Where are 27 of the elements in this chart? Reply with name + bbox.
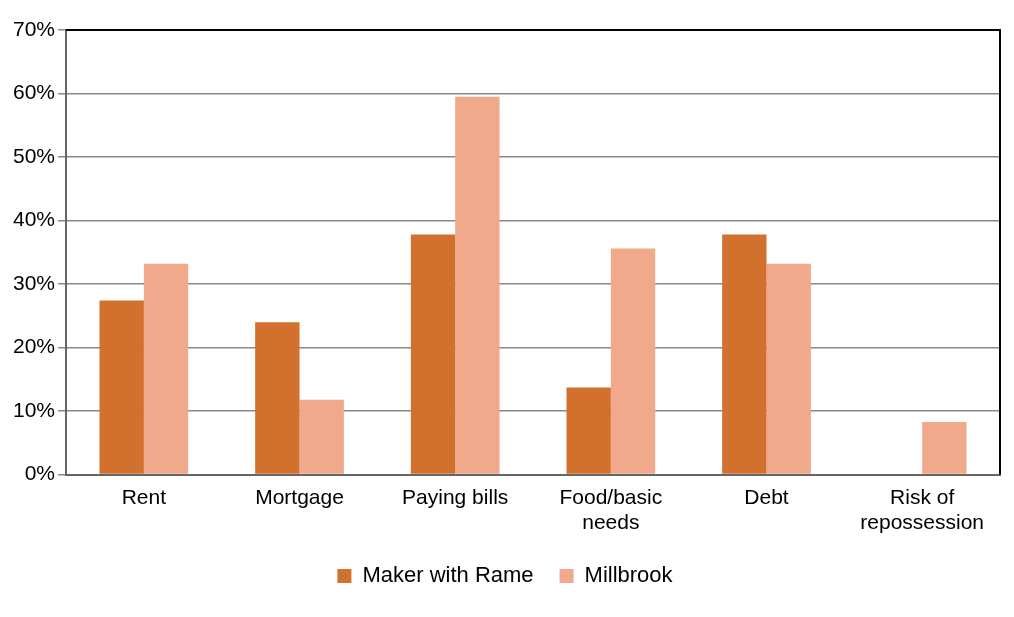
x-tick-label: Mortgage — [255, 485, 344, 508]
y-tick-label: 50% — [13, 143, 56, 167]
bar — [722, 234, 767, 474]
legend-label: Maker with Rame — [362, 562, 534, 588]
legend-label: Millbrook — [584, 562, 674, 588]
y-tick-label: 10% — [13, 397, 56, 421]
bar — [566, 387, 611, 474]
bar — [766, 263, 811, 474]
y-tick-label: 40% — [13, 207, 56, 231]
x-tick-label: Rent — [121, 485, 167, 508]
bar — [610, 248, 656, 474]
x-tick-label: Risk of repossession — [860, 485, 985, 534]
bar — [299, 399, 344, 474]
y-tick-label: 60% — [13, 80, 56, 104]
x-tick-label: Food/basic needs — [559, 485, 663, 534]
bar — [99, 300, 144, 474]
y-tick-label: 30% — [13, 270, 56, 294]
x-tick-label: Paying bills — [402, 485, 509, 508]
y-tick-label: 0% — [24, 461, 56, 485]
y-tick-label: 70% — [13, 16, 56, 40]
x-tick-label: Debt — [744, 485, 789, 508]
bar — [455, 96, 500, 474]
bar — [922, 421, 967, 474]
bar — [143, 263, 189, 474]
y-tick-label: 20% — [13, 334, 56, 358]
bar — [255, 322, 300, 474]
bar — [410, 234, 456, 474]
